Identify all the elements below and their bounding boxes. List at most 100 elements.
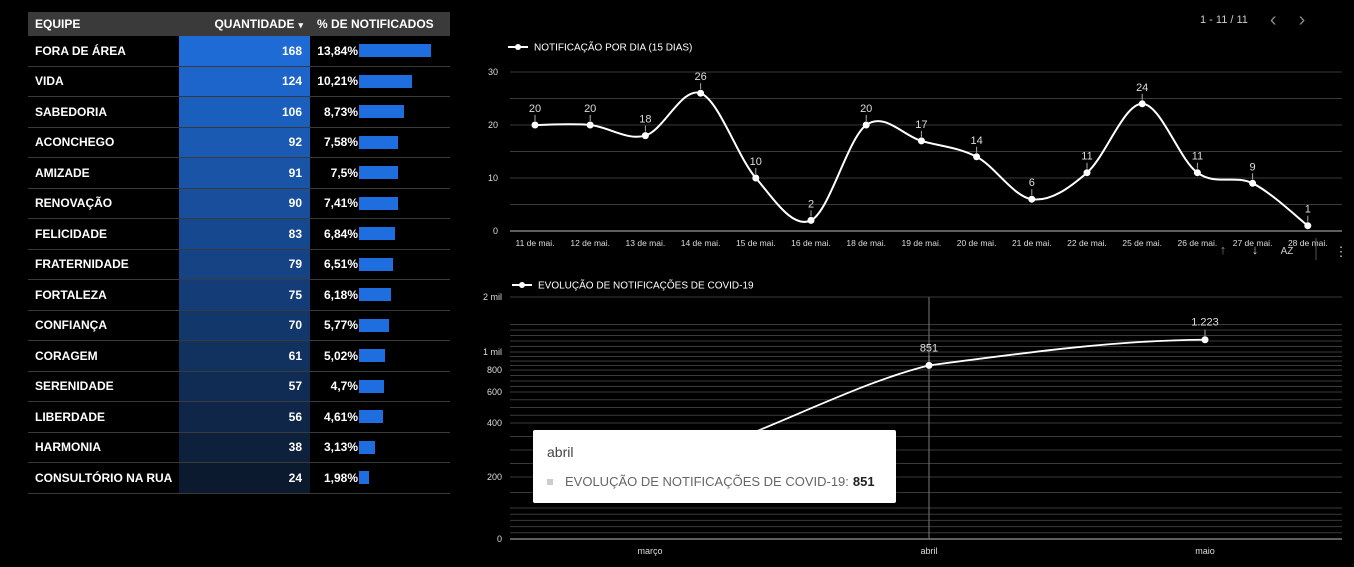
cell-percent: 8,73% <box>310 96 450 128</box>
cell-quantity: 90 <box>179 188 310 219</box>
data-label: 9 <box>1250 161 1256 173</box>
data-point[interactable] <box>925 361 933 369</box>
arrow-down-icon[interactable]: ↓ <box>1252 242 1259 257</box>
percent-text: 6,51% <box>323 257 358 272</box>
percent-wrap: 6,84% <box>316 227 450 241</box>
x-tick-label: 16 de mai. <box>791 238 831 248</box>
data-label: 14 <box>970 135 982 147</box>
data-point[interactable] <box>1193 169 1201 177</box>
y-tick-label: 400 <box>487 418 502 428</box>
legend-label[interactable]: EVOLUÇÃO DE NOTIFICAÇÕES DE COVID-19 <box>538 279 754 292</box>
table-row[interactable]: SERENIDADE 57 4,7% <box>28 371 450 402</box>
cell-team: HARMONIA <box>28 432 179 463</box>
percent-text: 6,84% <box>323 226 358 241</box>
y-tick-label: 0 <box>497 534 502 544</box>
cell-team: VIDA <box>28 66 179 97</box>
cell-team: CONFIANÇA <box>28 310 179 341</box>
legend-label[interactable]: NOTIFICAÇÃO POR DIA (15 DIAS) <box>534 41 692 54</box>
data-point[interactable] <box>531 121 539 129</box>
percent-text: 5,02% <box>323 348 358 363</box>
percent-bar <box>359 410 383 424</box>
table-row[interactable]: CONSULTÓRIO NA RUA 24 1,98% <box>28 462 450 494</box>
table-row[interactable]: VIDA 124 10,21% <box>28 66 450 97</box>
data-point[interactable] <box>1138 100 1146 108</box>
percent-bar <box>359 196 398 210</box>
sort-az-button[interactable]: AZ <box>1281 246 1294 257</box>
percent-bar <box>359 349 386 363</box>
cell-team: FORA DE ÁREA <box>28 36 179 67</box>
table-row[interactable]: RENOVAÇÃO 90 7,41% <box>28 188 450 219</box>
table-row[interactable]: ACONCHEGO 92 7,58% <box>28 127 450 158</box>
cell-team: CONSULTÓRIO NA RUA <box>28 462 179 494</box>
x-tick-label: 21 de mai. <box>1012 238 1052 248</box>
tooltip-series-marker <box>547 478 553 485</box>
table-row[interactable]: HARMONIA 38 3,13% <box>28 432 450 463</box>
cell-percent: 6,51% <box>310 249 450 280</box>
table-row[interactable]: AMIZADE 91 7,5% <box>28 157 450 189</box>
caret-down-icon[interactable]: ▾ <box>298 20 303 30</box>
percent-wrap: 5,02% <box>316 349 450 363</box>
data-point[interactable] <box>973 153 981 161</box>
daily-notifications-chart: NOTIFICAÇÃO POR DIA (15 DIAS)01020302011… <box>488 41 1348 260</box>
more-vertical-icon[interactable]: ⋮ <box>1335 244 1348 259</box>
data-point[interactable] <box>862 121 870 129</box>
cell-team: SERENIDADE <box>28 371 179 402</box>
data-label: 20 <box>584 103 596 115</box>
table-row[interactable]: CORAGEM 61 5,02% <box>28 340 450 372</box>
y-tick-label: 2 mil <box>483 292 502 302</box>
x-tick-label: 27 de mai. <box>1233 238 1273 248</box>
data-point[interactable] <box>1304 222 1312 230</box>
percent-bar <box>359 440 376 454</box>
y-tick-label: 800 <box>487 365 502 375</box>
data-point[interactable] <box>586 121 594 129</box>
percent-bar <box>359 471 370 485</box>
data-point[interactable] <box>1083 169 1091 177</box>
x-tick-label: 20 de mai. <box>957 238 997 248</box>
y-tick-label: 0 <box>493 226 498 236</box>
tooltip-value: 851 <box>852 474 875 489</box>
header-equipe[interactable]: EQUIPE <box>28 12 179 36</box>
cell-team: SABEDORIA <box>28 96 179 128</box>
percent-text: 7,5% <box>330 165 358 180</box>
data-label: 11 <box>1192 151 1203 163</box>
percent-bar <box>359 166 398 180</box>
chevron-left-icon[interactable]: ‹ <box>1269 9 1277 31</box>
data-point[interactable] <box>917 137 925 145</box>
tooltip-title: abril <box>547 444 574 460</box>
data-label: 26 <box>694 71 706 83</box>
data-point[interactable] <box>697 89 705 97</box>
cell-team: CORAGEM <box>28 340 179 372</box>
cell-percent: 1,98% <box>310 462 450 494</box>
data-point[interactable] <box>641 132 649 140</box>
header-quantidade[interactable]: QUANTIDADE ▾ <box>179 12 310 36</box>
data-point[interactable] <box>807 216 815 224</box>
cell-quantity: 92 <box>179 127 310 158</box>
cell-percent: 7,58% <box>310 127 450 158</box>
table-row[interactable]: FORA DE ÁREA 168 13,84% <box>28 36 450 67</box>
table-row[interactable]: SABEDORIA 106 8,73% <box>28 96 450 128</box>
header-quantidade-label: QUANTIDADE <box>214 17 295 31</box>
data-point[interactable] <box>1028 195 1036 203</box>
cell-percent: 7,41% <box>310 188 450 219</box>
table-row[interactable]: LIBERDADE 56 4,61% <box>28 401 450 433</box>
arrow-up-icon[interactable]: ↑ <box>1220 242 1227 257</box>
percent-wrap: 5,77% <box>316 318 450 332</box>
cell-percent: 7,5% <box>310 157 450 189</box>
table-row[interactable]: FORTALEZA 75 6,18% <box>28 279 450 311</box>
data-point[interactable] <box>1249 179 1257 187</box>
x-tick-label: 18 de mai. <box>846 238 886 248</box>
table-row[interactable]: FRATERNIDADE 79 6,51% <box>28 249 450 280</box>
table-row[interactable]: FELICIDADE 83 6,84% <box>28 218 450 250</box>
chevron-right-icon[interactable]: › <box>1298 9 1306 31</box>
percent-wrap: 1,98% <box>316 471 450 485</box>
header-percent[interactable]: % DE NOTIFICADOS <box>310 12 450 36</box>
table-row[interactable]: CONFIANÇA 70 5,77% <box>28 310 450 341</box>
percent-wrap: 3,13% <box>316 440 450 454</box>
percent-bar <box>359 318 389 332</box>
percent-text: 4,7% <box>330 379 358 394</box>
data-point[interactable] <box>752 174 760 182</box>
table-header-row: EQUIPE QUANTIDADE ▾ % DE NOTIFICADOS <box>28 12 450 36</box>
cell-quantity: 57 <box>179 371 310 402</box>
data-point[interactable] <box>1201 336 1209 344</box>
x-tick-label: março <box>637 546 662 556</box>
